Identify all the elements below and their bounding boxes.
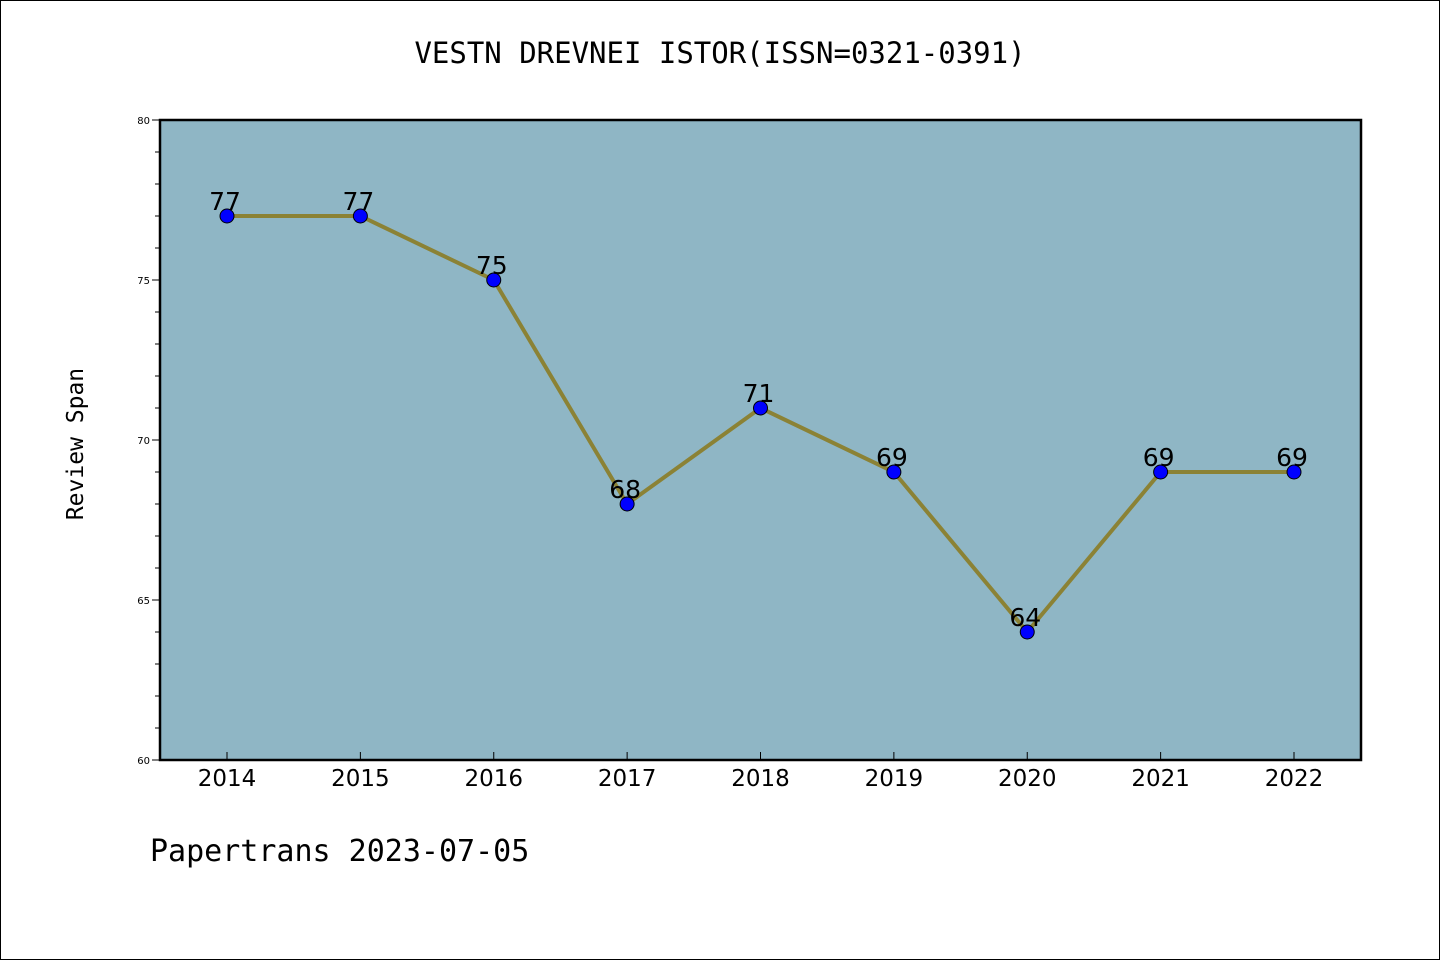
x-tick-label: 2015 (331, 766, 390, 792)
data-label: 68 (609, 475, 641, 504)
x-axis: 2014 2015 2016 2017 2018 2019 2020 2021 2022 (198, 752, 1324, 792)
data-point (886, 464, 902, 480)
data-point (352, 208, 368, 224)
y-tick-label: 60 (137, 756, 150, 767)
footer-note: Papertrans 2023-07-05 (150, 834, 530, 869)
data-point (1153, 464, 1169, 480)
y-tick-label: 65 (137, 596, 150, 607)
data-label: 69 (1276, 443, 1308, 472)
y-axis: 60 65 70 75 80 (137, 116, 160, 767)
x-tick-label: 2019 (865, 766, 924, 792)
data-label: 77 (209, 187, 241, 216)
x-tick-label: 2016 (464, 766, 523, 792)
data-point (753, 400, 768, 416)
y-tick-label: 80 (137, 116, 150, 127)
x-tick-label: 2020 (998, 766, 1057, 792)
y-axis-label: Review Span (63, 367, 89, 521)
data-labels: 77 77 75 68 71 69 64 69 69 (209, 187, 1308, 632)
x-tick-label: 2018 (731, 766, 790, 792)
x-tick-label: 2014 (198, 766, 257, 792)
data-point (219, 208, 235, 224)
data-label: 75 (476, 251, 508, 280)
data-label: 71 (743, 379, 775, 408)
x-tick-label: 2022 (1265, 766, 1324, 792)
x-tick-label: 2017 (598, 766, 657, 792)
data-points (219, 208, 1302, 640)
data-label: 69 (876, 443, 908, 472)
data-point (486, 272, 502, 288)
data-label: 69 (1143, 443, 1175, 472)
plot-area (158, 118, 1363, 762)
data-point (619, 496, 635, 512)
data-label: 64 (1009, 603, 1041, 632)
chart-title: VESTN DREVNEI ISTOR(ISSN=0321-0391) (414, 36, 1026, 70)
data-point (1019, 624, 1035, 640)
y-tick-label: 70 (137, 436, 150, 447)
y-tick-label: 75 (137, 276, 150, 287)
x-tick-label: 2021 (1131, 766, 1190, 792)
data-label: 77 (342, 187, 374, 216)
data-point (1286, 464, 1302, 480)
